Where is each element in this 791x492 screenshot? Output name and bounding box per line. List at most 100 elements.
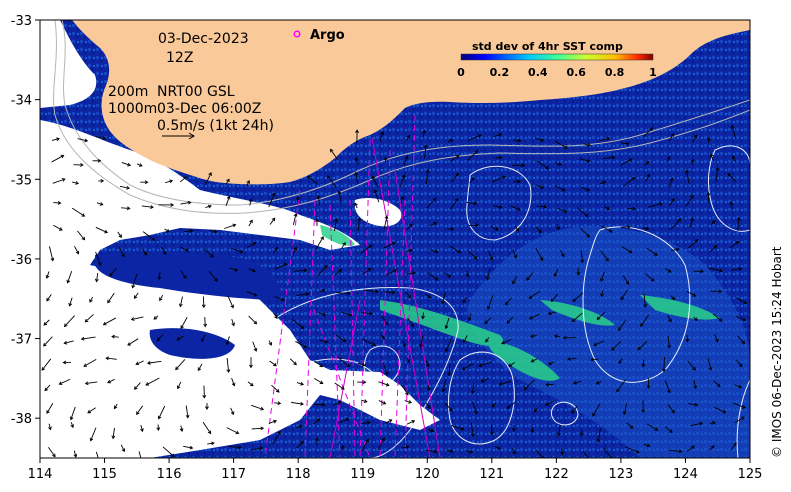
current-vector-arrow xyxy=(486,268,491,281)
current-vector-arrow xyxy=(643,443,651,448)
current-vector-arrow xyxy=(557,207,568,213)
current-vector-arrow xyxy=(289,358,297,366)
current-vector-arrow xyxy=(119,185,131,190)
current-vector-arrow xyxy=(688,239,699,249)
current-vector-arrow xyxy=(709,245,718,252)
current-vector-arrow xyxy=(102,317,117,326)
current-vector-arrow xyxy=(604,206,611,211)
current-vector-arrow xyxy=(52,178,66,184)
colorbar-tick-label: 0.2 xyxy=(490,66,510,79)
current-vector-arrow xyxy=(467,150,479,161)
current-vector-arrow xyxy=(274,263,288,270)
current-vector-arrow xyxy=(252,341,258,352)
current-vector-arrow xyxy=(530,426,535,433)
current-vector-arrow xyxy=(467,134,482,142)
current-vector-arrow xyxy=(419,335,424,348)
current-vector-arrow xyxy=(51,154,65,163)
current-vector-arrow xyxy=(341,311,353,317)
current-vector-arrow xyxy=(184,229,194,233)
current-vector-arrow xyxy=(227,295,234,309)
current-vector-arrow xyxy=(707,358,713,371)
current-vector-arrow xyxy=(226,357,231,374)
current-vector-arrow xyxy=(185,405,190,419)
current-vector-arrow xyxy=(48,423,52,431)
current-vector-arrow xyxy=(73,163,84,167)
current-vector-arrow xyxy=(95,451,99,458)
current-vector-arrow xyxy=(360,244,373,254)
current-vector-arrow xyxy=(334,269,343,276)
current-vector-arrow xyxy=(68,297,73,307)
current-vector-arrow xyxy=(361,399,368,403)
current-vector-arrow xyxy=(337,357,351,368)
current-vector-arrow xyxy=(371,175,379,188)
current-vector-arrow xyxy=(686,290,697,297)
current-vector-arrow xyxy=(247,381,254,387)
current-vector-arrow xyxy=(686,445,695,452)
current-vector-arrow xyxy=(514,225,520,232)
high-variance-streaks xyxy=(320,225,720,381)
current-vector-arrow xyxy=(449,198,459,210)
current-vector-arrow xyxy=(251,426,265,431)
current-vector-arrow xyxy=(84,381,98,386)
current-vector-arrow xyxy=(449,245,462,253)
current-vector-arrow xyxy=(510,205,521,211)
current-vector-arrow xyxy=(291,401,304,406)
current-vector-arrow xyxy=(667,315,672,323)
current-vector-arrow xyxy=(506,401,517,409)
current-vector-arrow xyxy=(687,360,696,371)
current-vector-arrow xyxy=(491,175,506,183)
current-vector-arrow xyxy=(157,272,162,281)
current-vector-arrow xyxy=(562,335,577,340)
current-vector-arrow xyxy=(528,290,541,299)
current-vector-arrow xyxy=(69,406,76,421)
current-vector-arrow xyxy=(567,357,577,361)
current-vector-arrow xyxy=(225,195,231,206)
current-vector-arrow xyxy=(380,334,385,340)
current-vector-arrow xyxy=(111,334,119,339)
current-vector-arrow xyxy=(730,442,737,451)
current-vector-arrow xyxy=(490,424,494,436)
current-vector-arrow xyxy=(646,378,651,389)
current-vector-arrow xyxy=(231,248,244,254)
x-tick-label: 123 xyxy=(608,467,633,482)
current-vector-arrow xyxy=(596,311,606,320)
current-vector-arrow xyxy=(207,441,215,446)
current-vector-arrow xyxy=(175,359,186,371)
current-vector-arrow xyxy=(689,217,695,228)
current-vector-arrow xyxy=(512,249,518,259)
current-vector-arrow xyxy=(641,359,646,368)
current-vector-arrow xyxy=(668,133,675,142)
current-vector-arrow xyxy=(485,337,490,343)
y-axis: -33 -34 -35 -36 -37 -38 xyxy=(11,14,40,427)
current-vector-arrow xyxy=(272,246,278,254)
current-vector-arrow xyxy=(355,129,359,144)
current-vector-arrow xyxy=(736,297,748,304)
current-vector-arrow xyxy=(180,317,188,329)
current-vector-arrow xyxy=(378,400,387,405)
current-vector-arrow xyxy=(444,272,452,278)
current-vector-arrow xyxy=(204,248,214,258)
current-vector-arrow xyxy=(709,445,715,451)
current-vector-arrow xyxy=(511,424,516,433)
current-vector-arrow xyxy=(468,250,478,260)
current-vector-arrow xyxy=(48,447,56,458)
current-vector-arrow xyxy=(179,176,188,183)
x-tick-label: 120 xyxy=(415,467,440,482)
current-vector-arrow xyxy=(545,382,555,387)
current-vector-arrow xyxy=(572,292,584,302)
current-vector-arrow xyxy=(447,138,454,143)
argo-label: Argo xyxy=(310,28,345,43)
current-vector-arrow xyxy=(176,335,184,341)
current-vector-arrow xyxy=(269,217,276,225)
current-vector-arrow xyxy=(268,340,272,346)
current-vector-arrow xyxy=(205,172,212,185)
current-vector-arrow xyxy=(66,270,73,284)
current-vector-arrow xyxy=(423,144,428,159)
current-vector-arrow xyxy=(621,246,633,253)
current-vector-arrow xyxy=(710,289,723,294)
ocean-variability-region xyxy=(467,226,750,458)
current-vector-arrow xyxy=(478,361,492,368)
current-vector-arrow xyxy=(467,313,472,322)
current-vector-arrow xyxy=(383,241,396,249)
current-vector-arrow xyxy=(334,218,339,232)
